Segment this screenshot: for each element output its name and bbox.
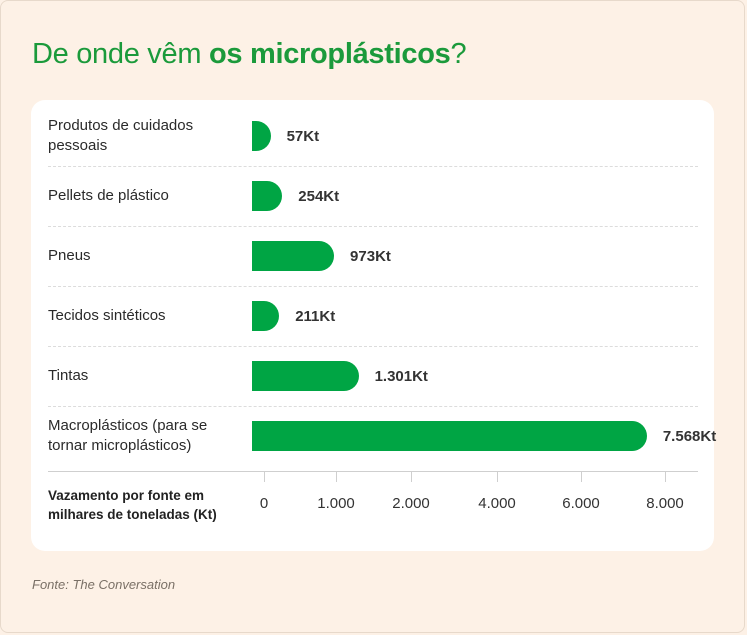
data-label: 7.568Kt: [662, 427, 717, 445]
source-note: Fonte: The Conversation: [32, 577, 176, 592]
x-tick-mark: [665, 471, 666, 482]
x-tick-label: 2.000: [392, 495, 430, 512]
row-separator: [48, 346, 698, 347]
x-tick-mark: [581, 471, 582, 482]
row-separator: [48, 226, 698, 227]
category-label: Pneus: [48, 247, 91, 264]
bar: [252, 121, 271, 151]
x-tick-label: 1.000: [317, 495, 355, 512]
row-separator: [48, 166, 698, 167]
bar: [252, 181, 283, 211]
category-label: Produtos de cuidados pessoais: [48, 117, 194, 154]
bar: [252, 241, 335, 271]
x-axis-line: [48, 471, 698, 472]
bar: [252, 301, 280, 331]
data-label: 57Kt: [286, 127, 320, 145]
category-label: Macroplásticos (para se tornar microplás…: [48, 417, 208, 454]
x-tick-label: 6.000: [562, 495, 600, 512]
category-label: Pellets de plástico: [48, 187, 169, 204]
x-tick-mark: [264, 471, 265, 482]
data-label: 254Kt: [298, 187, 340, 205]
title-prefix: De onde vêm: [32, 38, 209, 70]
x-axis-title: Vazamento por fonte em milhares de tonel…: [48, 488, 217, 522]
row-separator: [48, 286, 698, 287]
category-label: Tecidos sintéticos: [48, 307, 166, 324]
bar: [252, 421, 647, 451]
x-tick-label: 0: [259, 495, 269, 512]
data-label: 973Kt: [350, 247, 391, 265]
title-emphasis: os microplásticos: [208, 38, 451, 70]
x-tick-mark: [411, 471, 412, 482]
category-label: Tintas: [48, 367, 89, 384]
x-tick-label: 8.000: [646, 495, 684, 512]
data-label: 211Kt: [295, 307, 336, 325]
data-label: 1.301Kt: [374, 367, 428, 385]
title-suffix: ?: [450, 38, 467, 70]
bar: [252, 361, 359, 391]
x-tick-label: 4.000: [478, 495, 516, 512]
chart-card: Vazamento por fonte em milhares de tonel…: [31, 100, 717, 551]
x-tick-mark: [336, 471, 337, 482]
x-tick-mark: [497, 471, 498, 482]
chart-title: De onde vêm os microplásticos?: [32, 38, 467, 71]
row-separator: [48, 406, 698, 407]
